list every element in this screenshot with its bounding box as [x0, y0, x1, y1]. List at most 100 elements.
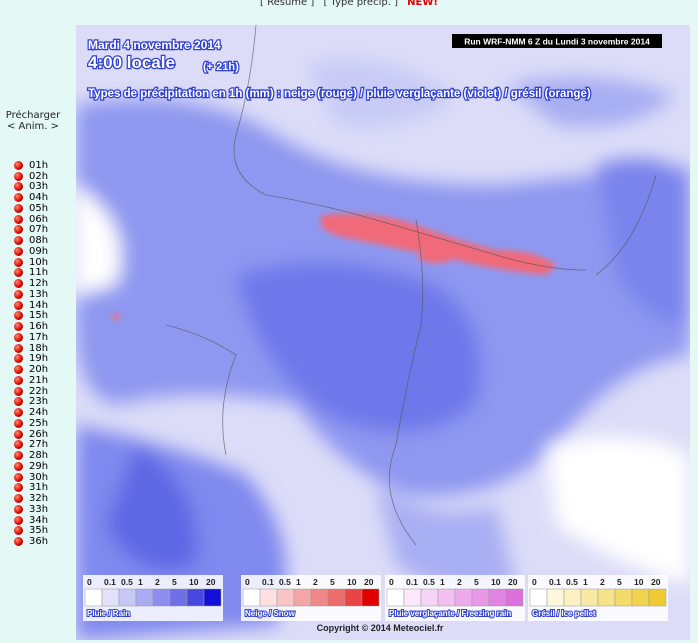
hour-item[interactable]: 21h — [14, 375, 48, 386]
hour-item[interactable]: 11h — [14, 267, 49, 279]
hour-item[interactable]: 13h — [14, 289, 48, 300]
hour-item[interactable]: 30h — [14, 472, 48, 483]
hour-item[interactable]: 04h — [14, 192, 48, 203]
hour-item[interactable]: 23h — [14, 396, 48, 407]
hour-label: 20h — [29, 364, 49, 376]
nav-link[interactable]: [ Résumé ] — [260, 0, 315, 8]
legend-tick: 20 — [508, 577, 518, 587]
hour-item[interactable]: 02h — [14, 171, 48, 182]
hour-item[interactable]: 20h — [14, 364, 48, 375]
nav-link[interactable]: [ Type précip. ] — [323, 0, 398, 8]
legend-swatch — [118, 588, 137, 607]
nav-bar: [ Résumé ] [ Type précip. ] NEW! — [0, 0, 698, 8]
legend-tick: 5 — [617, 577, 622, 587]
legend-swatch — [310, 588, 329, 607]
hour-item[interactable]: 35h — [14, 525, 48, 536]
hour-item[interactable]: 34h — [14, 515, 48, 526]
legend-tick: 20 — [206, 577, 216, 587]
legend-swatch — [648, 588, 667, 607]
hour-item[interactable]: 26h — [14, 429, 48, 440]
legend-tick: 2 — [155, 577, 160, 587]
hour-bullet — [14, 408, 23, 418]
hour-item[interactable]: 16h — [14, 321, 48, 332]
hour-bullet — [14, 386, 23, 396]
hour-bullet — [14, 354, 23, 364]
hour-bullet — [14, 504, 23, 514]
hour-label: 32h — [29, 493, 49, 505]
hour-label: 08h — [29, 235, 49, 247]
hour-label: 33h — [29, 503, 49, 515]
sidebar: Précharger < Anim. > — [0, 110, 66, 132]
legend-swatch — [84, 588, 103, 607]
borders — [165, 25, 657, 546]
hour-item[interactable]: 36h — [14, 536, 48, 547]
hour-item[interactable]: 28h — [14, 450, 48, 461]
hour-bullet — [14, 322, 23, 332]
hour-item[interactable]: 22h — [14, 386, 48, 397]
hour-item[interactable]: 31h — [14, 482, 48, 493]
hour-item[interactable]: 05h — [14, 203, 48, 214]
hour-bullet — [14, 515, 23, 525]
hour-item[interactable]: 14h — [14, 300, 48, 311]
hour-item[interactable]: 12h — [14, 278, 48, 289]
hour-item[interactable]: 18h — [14, 343, 48, 354]
hour-bullet — [14, 160, 23, 170]
legend-swatch — [488, 588, 507, 607]
legend-tick: 2 — [600, 577, 605, 587]
hour-item[interactable]: 03h — [14, 181, 48, 192]
legend-swatch — [631, 588, 650, 607]
legend-tick: 20 — [364, 577, 374, 587]
hour-bullet — [14, 236, 23, 246]
hour-item[interactable]: 01h — [14, 160, 48, 171]
hour-bullet — [14, 257, 23, 267]
hour-item[interactable]: 09h — [14, 246, 48, 257]
hour-label: 09h — [29, 245, 49, 257]
hour-label: 15h — [29, 310, 49, 322]
precip-field — [76, 59, 690, 640]
legend-swatch — [437, 588, 456, 607]
hour-item[interactable]: 33h — [14, 504, 48, 515]
legend-swatch — [580, 588, 599, 607]
hour-item[interactable]: 08h — [14, 235, 48, 246]
legend-tick: 0.1 — [104, 577, 116, 587]
legend-swatch — [135, 588, 154, 607]
hour-item[interactable]: 19h — [14, 353, 48, 364]
legend-tick: 10 — [634, 577, 644, 587]
hour-item[interactable]: 15h — [14, 310, 49, 322]
hour-item[interactable]: 27h — [14, 439, 48, 450]
preload-link[interactable]: Précharger — [5, 110, 61, 121]
hour-label: 34h — [29, 514, 49, 526]
legend-tick: 0.5 — [121, 577, 133, 587]
hour-bullet — [14, 526, 23, 536]
hour-item[interactable]: 32h — [14, 493, 48, 504]
legend-swatch — [361, 588, 380, 607]
hour-bullet — [14, 300, 23, 310]
legend-swatch — [505, 588, 524, 607]
hour-item[interactable]: 10h — [14, 257, 48, 268]
legend-tick: 0 — [245, 577, 250, 587]
map-offset: (+ 21h) — [203, 61, 239, 73]
hour-item[interactable]: 29h — [14, 461, 48, 472]
hour-bullet — [14, 311, 23, 321]
hour-bullet — [14, 483, 23, 493]
hour-item[interactable]: 06h — [14, 214, 48, 225]
hour-item[interactable]: 17h — [14, 332, 48, 343]
legend-swatch — [454, 588, 473, 607]
hour-bullet — [14, 171, 23, 181]
hour-label: 16h — [29, 321, 49, 333]
hour-bullet — [14, 332, 23, 342]
hour-label: 11h — [29, 267, 49, 279]
hour-label: 25h — [29, 417, 49, 429]
legend-swatch — [169, 588, 188, 607]
hour-item[interactable]: 24h — [14, 407, 48, 418]
hour-label: 10h — [29, 256, 49, 268]
legend-tick: 0 — [389, 577, 394, 587]
hour-label: 05h — [29, 202, 49, 214]
anim-link[interactable]: < Anim. > — [7, 121, 59, 132]
legend-swatch — [420, 588, 439, 607]
hour-label: 07h — [29, 224, 49, 236]
hour-item[interactable]: 25h — [14, 418, 48, 429]
hour-item[interactable]: 07h — [14, 224, 49, 236]
legend-title: Pluie verglaçante / Freezing rain — [389, 609, 511, 618]
